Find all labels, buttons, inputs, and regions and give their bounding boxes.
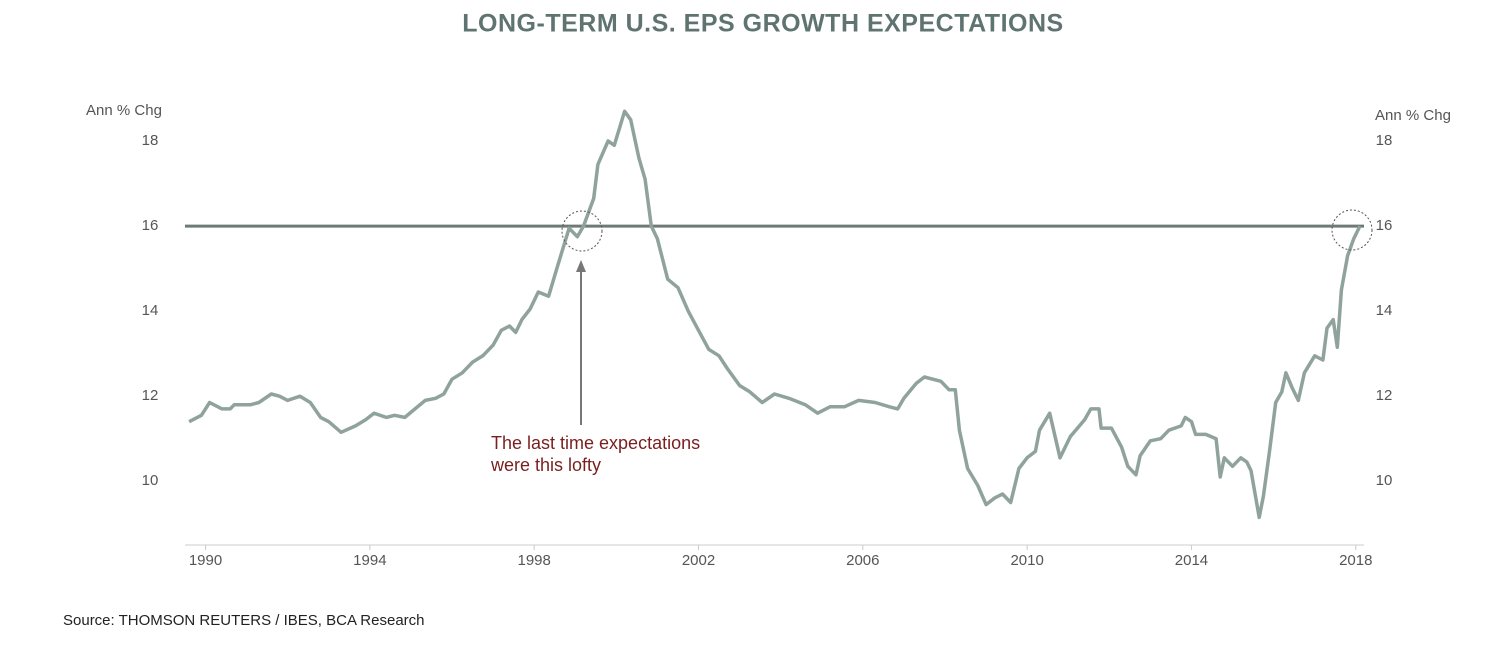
- x-tick-label: 1990: [189, 552, 222, 569]
- y2-tick-label: 12: [1376, 387, 1393, 404]
- y-tick-label: 14: [142, 302, 159, 319]
- y2-axis-label: Ann % Chg: [1375, 107, 1451, 124]
- x-tick-label: 2014: [1175, 552, 1208, 569]
- y-tick-label: 16: [142, 217, 159, 234]
- y2-tick-label: 18: [1376, 132, 1393, 149]
- y-tick-label: 12: [142, 387, 159, 404]
- annotation: were this lofty: [490, 455, 601, 475]
- y2-tick-label: 16: [1376, 217, 1393, 234]
- y-tick-label: 18: [142, 132, 159, 149]
- x-tick-label: 2006: [846, 552, 879, 569]
- source: Source: THOMSON REUTERS / IBES, BCA Rese…: [63, 612, 425, 629]
- x-tick-label: 1998: [517, 552, 550, 569]
- y2-tick-label: 14: [1376, 302, 1393, 319]
- y-tick-label: 10: [142, 472, 159, 489]
- data-line: [188, 109, 1362, 520]
- x-tick-label: 1994: [353, 552, 386, 569]
- chart-title: LONG-TERM U.S. EPS GROWTH EXPECTATIONS: [462, 10, 1063, 38]
- x-tick-label: 2002: [682, 552, 715, 569]
- y-axis-label: Ann % Chg: [86, 102, 162, 119]
- highlight-circle: [561, 210, 603, 252]
- x-tick-label: 2018: [1339, 552, 1372, 569]
- arrow-head: [576, 260, 586, 272]
- x-tick-label: 2010: [1010, 552, 1043, 569]
- annotation: The last time expectations: [491, 433, 700, 453]
- highlight-circle: [1331, 209, 1373, 251]
- y2-tick-label: 10: [1376, 472, 1393, 489]
